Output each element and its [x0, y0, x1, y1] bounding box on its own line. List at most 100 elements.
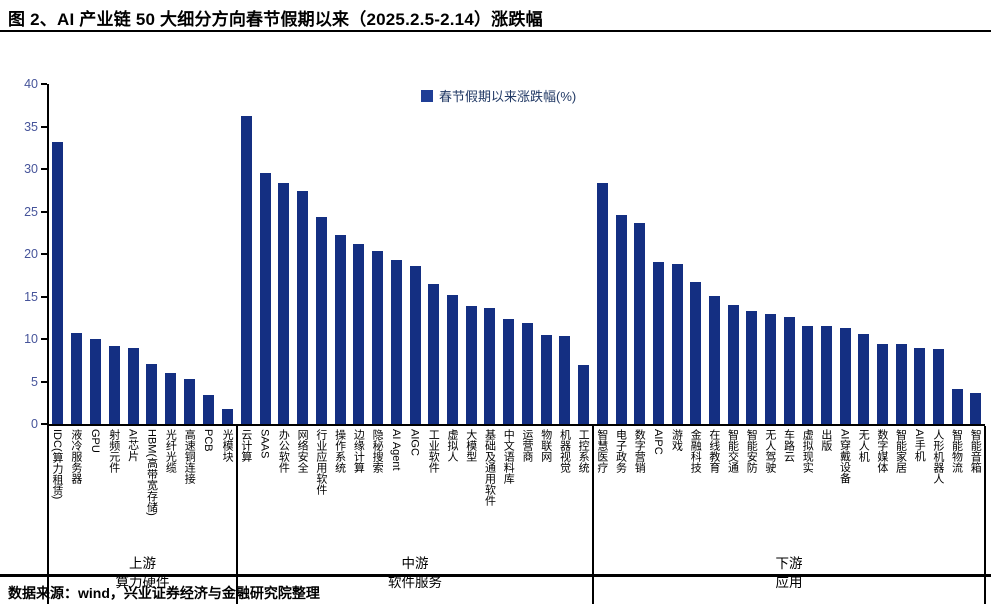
category-label: 边缘计算 — [352, 429, 365, 473]
category-label: 操作系统 — [333, 429, 346, 473]
category-label: 智慧医疗 — [595, 429, 608, 473]
category-label: GPU — [88, 429, 101, 453]
category-label: 大模型 — [464, 429, 477, 462]
bar — [690, 282, 702, 424]
bar — [89, 339, 101, 424]
bar — [652, 261, 664, 424]
category-label: 中文语料库 — [502, 429, 515, 484]
bar — [783, 316, 795, 424]
category-label: 数字营销 — [633, 429, 646, 473]
category-label: 智能交通 — [726, 429, 739, 473]
category-label: 物联网 — [539, 429, 552, 462]
bar — [951, 389, 963, 424]
bar — [165, 373, 177, 424]
y-axis-tick-label: 15 — [24, 289, 38, 304]
category-label: PCB — [202, 429, 215, 452]
category-label: 高速铜连接 — [183, 429, 196, 484]
group-divider — [592, 426, 594, 604]
bar — [465, 305, 477, 424]
group-label: 上游 算力硬件 — [48, 555, 237, 593]
bar — [634, 223, 646, 424]
bar — [184, 378, 196, 424]
bar — [671, 264, 683, 424]
bar — [259, 173, 271, 424]
bar — [51, 141, 63, 424]
bar — [578, 365, 590, 424]
category-label: 运营商 — [520, 429, 533, 462]
bar — [858, 333, 870, 424]
category-label: 网络安全 — [296, 429, 309, 473]
bar — [240, 116, 252, 424]
category-label: 电子政务 — [614, 429, 627, 473]
bar — [108, 345, 120, 424]
category-label: 游戏 — [670, 429, 683, 451]
category-label: 基础及通用软件 — [483, 429, 496, 506]
category-label: 智能音箱 — [969, 429, 982, 473]
group-label: 中游 软件服务 — [237, 555, 593, 593]
y-axis-tick-mark — [41, 210, 47, 213]
bar — [409, 265, 421, 424]
category-label: 在线教育 — [707, 429, 720, 473]
category-label: 数字媒体 — [875, 429, 888, 473]
bar — [876, 344, 888, 424]
category-label: 无人驾驶 — [763, 429, 776, 473]
y-axis-line — [47, 84, 49, 425]
category-label: 光模块 — [221, 429, 234, 462]
footer-divider-line — [0, 574, 991, 577]
bar — [484, 307, 496, 424]
bar — [353, 243, 365, 424]
bar — [334, 235, 346, 424]
y-axis-tick-label: 35 — [24, 119, 38, 134]
category-label: 射频元件 — [107, 429, 120, 473]
y-axis-tick-mark — [41, 423, 47, 425]
category-label: 无人机 — [857, 429, 870, 462]
bar — [559, 336, 571, 424]
category-label: 工业软件 — [427, 429, 440, 473]
bar — [127, 348, 139, 424]
y-axis-tick-label: 25 — [24, 204, 38, 219]
category-label: 虚拟人 — [446, 429, 459, 462]
bar — [70, 333, 82, 424]
bar — [146, 363, 158, 424]
bar — [970, 392, 982, 424]
category-label: 智能安防 — [745, 429, 758, 473]
group-label-line1: 下游 — [775, 556, 803, 571]
bar — [297, 191, 309, 424]
bar — [895, 344, 907, 424]
y-axis-tick-label: 0 — [31, 417, 38, 431]
y-axis-tick-mark — [41, 295, 47, 298]
group-divider — [236, 426, 238, 604]
category-label: AIGC — [408, 429, 421, 456]
category-label: 机器视觉 — [558, 429, 571, 473]
group-label-line2: 软件服务 — [388, 574, 442, 590]
category-label: AI芯片 — [126, 429, 139, 462]
bar — [708, 295, 720, 424]
category-label: AIPC — [651, 429, 664, 455]
category-label: 虚拟现实 — [801, 429, 814, 473]
bar — [540, 334, 552, 424]
category-label: SAAS — [258, 429, 271, 459]
bar — [372, 250, 384, 424]
chart-legend: 春节假期以来涨跌幅(%) — [421, 86, 576, 105]
legend-swatch-icon — [421, 89, 433, 102]
y-axis-tick-label: 5 — [31, 374, 38, 389]
y-axis-tick-mark — [41, 125, 47, 128]
group-label-line2: 算力硬件 — [115, 574, 170, 590]
bar — [222, 408, 234, 424]
y-axis-tick-label: 10 — [24, 332, 38, 346]
group-divider — [47, 426, 49, 604]
y-axis-tick-mark — [41, 338, 47, 340]
bar — [428, 283, 440, 424]
category-label: 工控系统 — [577, 429, 590, 473]
bar — [914, 347, 926, 424]
bar — [746, 310, 758, 424]
group-label-line1: 上游 — [129, 556, 156, 571]
bar — [839, 327, 851, 424]
category-label: 隐秘搜索 — [371, 429, 384, 473]
bar — [615, 214, 627, 424]
category-label: 出版 — [819, 429, 832, 451]
group-divider — [984, 426, 986, 604]
category-label: 办公软件 — [277, 429, 290, 473]
figure-title: 图 2、AI 产业链 50 大细分方向春节假期以来（2025.2.5-2.14）… — [8, 10, 543, 29]
y-axis-tick-mark — [41, 380, 47, 383]
